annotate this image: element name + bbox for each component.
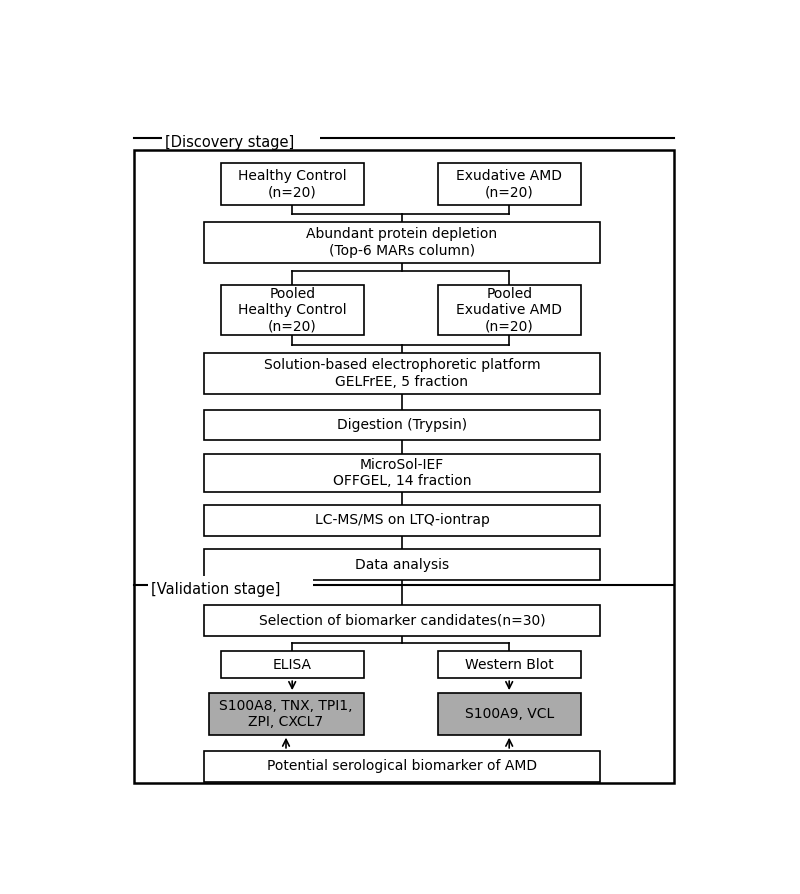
Text: S100A9, VCL: S100A9, VCL (465, 707, 554, 721)
Text: Healthy Control
(n=20): Healthy Control (n=20) (238, 169, 346, 199)
Bar (438, 651, 581, 679)
Text: Western Blot: Western Blot (465, 658, 554, 671)
Bar (209, 693, 363, 735)
Bar (203, 352, 600, 394)
Text: [Discovery stage]: [Discovery stage] (165, 135, 294, 150)
Text: Digestion (Trypsin): Digestion (Trypsin) (337, 418, 467, 432)
Bar (134, 150, 674, 783)
Bar (438, 164, 581, 205)
Text: Selection of biomarker candidates(n=30): Selection of biomarker candidates(n=30) (258, 613, 546, 628)
Text: Abundant protein depletion
(Top-6 MARs column): Abundant protein depletion (Top-6 MARs c… (306, 227, 498, 257)
Text: Solution-based electrophoretic platform
GELFrEE, 5 fraction: Solution-based electrophoretic platform … (264, 358, 540, 389)
Bar (203, 505, 600, 536)
Bar (203, 605, 600, 636)
Bar (221, 164, 363, 205)
Text: [Validation stage]: [Validation stage] (151, 582, 281, 596)
Text: S100A8, TNX, TPI1,
ZPI, CXCL7: S100A8, TNX, TPI1, ZPI, CXCL7 (219, 699, 353, 729)
Text: Potential serological biomarker of AMD: Potential serological biomarker of AMD (267, 759, 537, 773)
Bar (221, 651, 363, 679)
Bar (438, 693, 581, 735)
Bar (162, 130, 320, 143)
Bar (203, 454, 600, 492)
Text: ELISA: ELISA (273, 658, 312, 671)
Text: MicroSol-IEF
OFFGEL, 14 fraction: MicroSol-IEF OFFGEL, 14 fraction (333, 458, 471, 488)
Bar (203, 751, 600, 781)
Text: LC-MS/MS on LTQ-iontrap: LC-MS/MS on LTQ-iontrap (314, 513, 490, 527)
Bar (148, 577, 313, 590)
Text: Pooled
Exudative AMD
(n=20): Pooled Exudative AMD (n=20) (456, 287, 562, 333)
Bar (221, 285, 363, 335)
Bar (203, 409, 600, 441)
Bar (438, 285, 581, 335)
Text: Exudative AMD
(n=20): Exudative AMD (n=20) (456, 169, 562, 199)
Bar (203, 222, 600, 264)
Text: Data analysis: Data analysis (355, 558, 449, 571)
Bar (203, 549, 600, 580)
Text: Pooled
Healthy Control
(n=20): Pooled Healthy Control (n=20) (238, 287, 346, 333)
